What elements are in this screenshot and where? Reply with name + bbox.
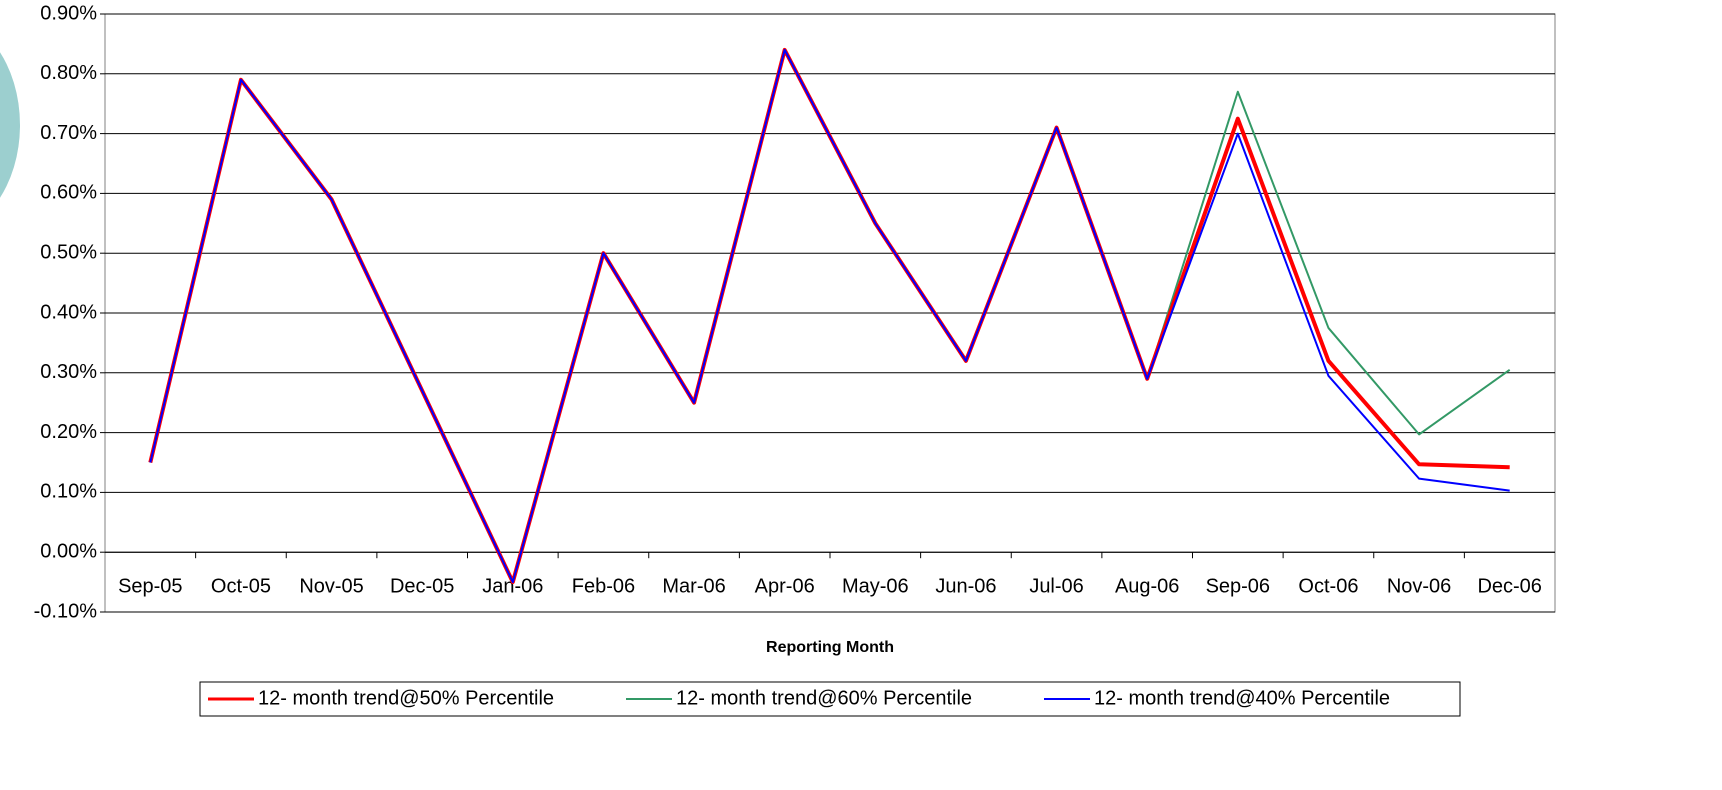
- y-tick-label: 0.60%: [40, 182, 97, 204]
- series-line: [149, 48, 1510, 584]
- x-tick-label: Jun-06: [935, 575, 996, 597]
- x-tick-label: Dec-05: [390, 575, 454, 597]
- y-tick-label: 0.70%: [40, 122, 97, 144]
- x-tick-label: Nov-06: [1387, 575, 1451, 597]
- y-tick-label: -0.10%: [34, 600, 98, 622]
- y-tick-label: 0.30%: [40, 361, 97, 383]
- y-tick-label: 0.80%: [40, 62, 97, 84]
- legend: [199, 681, 1461, 717]
- x-tick-label: Apr-06: [755, 575, 815, 597]
- legend-label: 12- month trend@50% Percentile: [258, 687, 554, 709]
- y-tick-label: 0.10%: [40, 481, 97, 503]
- legend-label: 12- month trend@60% Percentile: [676, 687, 972, 709]
- y-tick-label: 0.00%: [40, 540, 97, 562]
- x-tick-label: Oct-05: [211, 575, 271, 597]
- legend-label: 12- month trend@40% Percentile: [1094, 687, 1390, 709]
- x-tick-label: Nov-05: [299, 575, 363, 597]
- x-tick-label: Dec-06: [1477, 575, 1541, 597]
- x-tick-label: Oct-06: [1298, 575, 1358, 597]
- x-tick-label: Mar-06: [662, 575, 725, 597]
- x-tick-label: Feb-06: [572, 575, 635, 597]
- x-tick-label: Sep-06: [1206, 575, 1271, 597]
- x-axis-label: Reporting Month: [766, 639, 894, 656]
- x-tick-label: Aug-06: [1115, 575, 1180, 597]
- decor-circle: [0, 52, 20, 198]
- x-tick-label: May-06: [842, 575, 909, 597]
- y-tick-label: 0.40%: [40, 301, 97, 323]
- y-tick-label: 0.90%: [40, 2, 97, 24]
- y-tick-label: 0.50%: [40, 241, 97, 263]
- y-tick-label: 0.20%: [40, 421, 97, 443]
- x-tick-label: Jan-06: [482, 575, 543, 597]
- x-tick-label: Sep-05: [118, 575, 183, 597]
- x-tick-label: Jul-06: [1029, 575, 1083, 597]
